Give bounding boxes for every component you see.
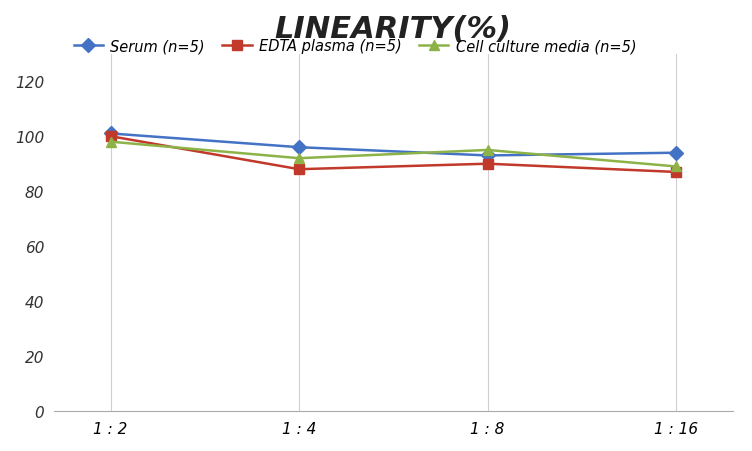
Cell culture media (n=5): [483, 148, 492, 153]
Serum (n=5): [672, 151, 681, 156]
Cell culture media (n=5): [672, 164, 681, 170]
Line: Serum (n=5): Serum (n=5): [106, 129, 681, 161]
Legend: Serum (n=5), EDTA plasma (n=5), Cell culture media (n=5): Serum (n=5), EDTA plasma (n=5), Cell cul…: [68, 33, 642, 60]
EDTA plasma (n=5): [483, 161, 492, 167]
Line: Cell culture media (n=5): Cell culture media (n=5): [106, 138, 681, 172]
Serum (n=5): [483, 153, 492, 159]
Serum (n=5): [295, 145, 304, 151]
EDTA plasma (n=5): [672, 170, 681, 175]
Serum (n=5): [106, 131, 115, 137]
Cell culture media (n=5): [106, 140, 115, 145]
EDTA plasma (n=5): [106, 134, 115, 140]
Cell culture media (n=5): [295, 156, 304, 161]
Title: LINEARITY(%): LINEARITY(%): [274, 15, 512, 44]
EDTA plasma (n=5): [295, 167, 304, 173]
Line: EDTA plasma (n=5): EDTA plasma (n=5): [106, 132, 681, 177]
